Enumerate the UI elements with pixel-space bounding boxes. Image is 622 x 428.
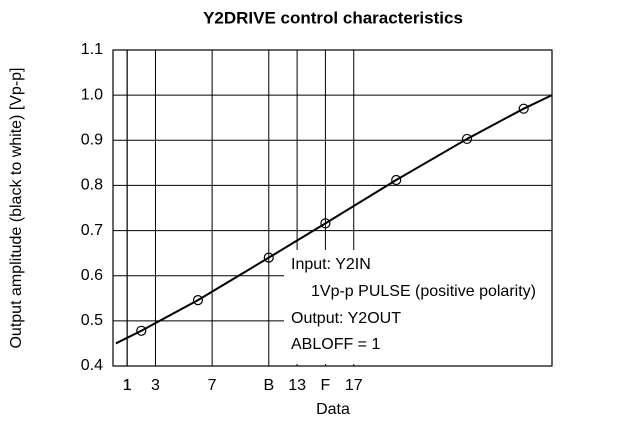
marker: [136, 325, 147, 336]
chart-title: Y2DRIVE control characteristics: [203, 8, 463, 27]
x-tick-label: 13: [288, 377, 306, 394]
annotation: 1Vp-p PULSE (positive polarity): [311, 283, 536, 300]
x-tick-label: 7: [208, 377, 217, 394]
x-tick-label: 1: [123, 377, 132, 394]
y-tick-label: 0.9: [81, 132, 103, 149]
y-tick-label: 0.4: [81, 357, 103, 374]
marker: [320, 218, 331, 229]
x-tick-label: 1: [123, 377, 132, 394]
marker: [263, 252, 274, 263]
marker: [192, 294, 204, 306]
plot-frame: [112, 49, 553, 367]
marker: [518, 103, 529, 114]
x-tick-label: 17: [345, 377, 363, 394]
annotation: Output: Y2OUT: [291, 310, 401, 327]
y-axis-label: Output amplitude (black to white) [Vp-p]: [8, 67, 25, 348]
y-tick-label: 1.1: [81, 41, 103, 58]
marker: [391, 174, 402, 186]
y-tick-label: 0.6: [81, 267, 103, 284]
x-axis-label: Data: [316, 401, 350, 418]
y-tick-label: 0.5: [81, 312, 103, 329]
x-tick-label: B: [263, 377, 274, 394]
x-tick-label: 3: [151, 377, 160, 394]
y-tick-label: 0.8: [81, 177, 103, 194]
marker: [461, 133, 473, 145]
y-tick-label: 0.7: [81, 222, 103, 239]
x-tick-label: F: [321, 377, 331, 394]
line: [115, 94, 553, 345]
annotation: ABLOFF = 1: [291, 336, 380, 353]
annotation-box: [284, 250, 552, 364]
y-tick-label: 1.0: [81, 86, 103, 103]
annotation: Input: Y2IN: [291, 256, 371, 273]
